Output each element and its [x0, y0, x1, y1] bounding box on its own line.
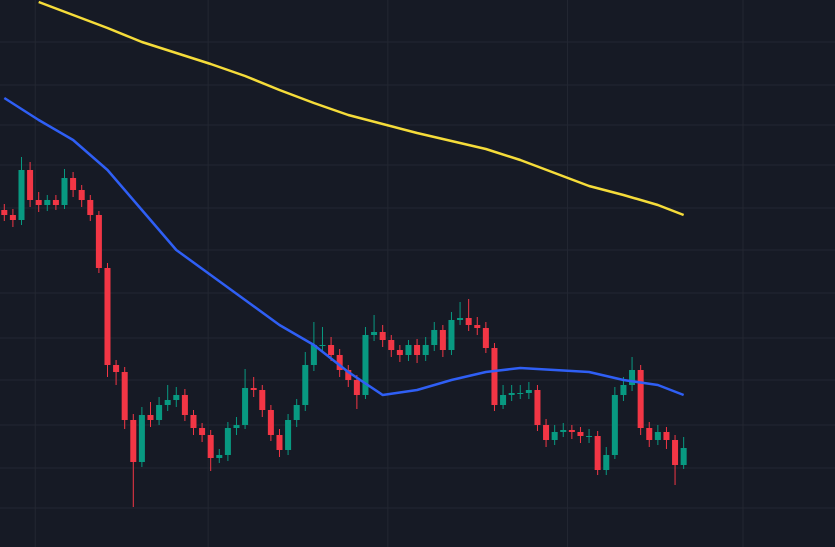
candle-body	[586, 436, 593, 437]
candle-body	[560, 430, 567, 432]
candle-body	[78, 190, 85, 200]
candle-body	[577, 432, 584, 436]
candle-body	[637, 370, 644, 428]
candle-body	[87, 200, 94, 215]
candle-body	[568, 430, 575, 432]
candle-body	[224, 428, 231, 455]
candle-body	[594, 436, 601, 470]
candle-body	[104, 268, 111, 365]
candle-body	[44, 200, 51, 205]
candle-body	[285, 420, 292, 450]
candle-body	[164, 400, 171, 405]
candle-body	[611, 395, 618, 455]
candle-body	[500, 395, 507, 405]
candle-body	[250, 388, 257, 390]
candle-body	[52, 200, 59, 205]
candle-body	[629, 370, 636, 385]
candle-body	[267, 410, 274, 435]
candle-body	[199, 428, 206, 435]
candle-body	[439, 330, 446, 350]
candle-body	[388, 340, 395, 350]
moving-average-line	[38, 0, 685, 217]
candle-body	[371, 332, 378, 335]
candle-body	[491, 348, 498, 405]
candle-body	[61, 178, 68, 205]
candle-body	[173, 395, 180, 400]
candle-body	[233, 425, 240, 428]
candle-body	[95, 215, 102, 268]
candle-body	[448, 320, 455, 350]
moving-average-line	[3, 96, 685, 397]
candle-body	[336, 355, 343, 370]
candle-body	[18, 170, 25, 220]
candle-body	[156, 405, 163, 420]
candle-body	[113, 365, 120, 372]
candle-body	[457, 318, 464, 320]
candle-body	[517, 393, 524, 394]
candle-body	[414, 345, 421, 355]
candle-body	[9, 215, 16, 220]
candle-body	[482, 328, 489, 348]
candle-body	[551, 432, 558, 440]
candle-body	[353, 380, 360, 395]
candle-body	[620, 385, 627, 395]
candle-body	[130, 420, 137, 462]
candle-body	[207, 435, 214, 458]
candle-body	[138, 415, 145, 462]
candle-body	[672, 440, 679, 465]
candle-body	[431, 330, 438, 345]
candle-body	[603, 455, 610, 470]
candle-body	[310, 345, 317, 365]
candle-body	[35, 200, 42, 205]
candle-body	[474, 325, 481, 328]
candle-body	[362, 335, 369, 395]
candle-body	[379, 332, 386, 340]
candle-body	[1, 210, 8, 215]
candle-body	[680, 448, 687, 465]
candle-body	[328, 345, 335, 355]
candle-body	[147, 415, 154, 420]
candle-body	[345, 370, 352, 380]
candle-body	[190, 415, 197, 428]
candle-body	[663, 432, 670, 440]
candle-body	[508, 393, 515, 395]
candle-body	[27, 170, 34, 200]
candle-body	[242, 388, 249, 425]
candle-body	[422, 345, 429, 355]
candle-body	[319, 345, 326, 346]
candle-body	[216, 455, 223, 458]
candle-body	[534, 390, 541, 425]
candle-body	[543, 425, 550, 440]
candle-body	[259, 390, 266, 410]
candle-body	[276, 435, 283, 450]
candle-body	[302, 365, 309, 405]
candle-body	[396, 350, 403, 355]
candle-body	[293, 405, 300, 420]
candle-body	[70, 178, 77, 190]
candle-body	[121, 372, 128, 420]
candle-body	[405, 345, 412, 355]
candle-body	[646, 428, 653, 440]
candle-body	[525, 390, 532, 393]
candle-body	[654, 432, 661, 440]
candle-body	[181, 395, 188, 415]
candle-body	[465, 318, 472, 325]
